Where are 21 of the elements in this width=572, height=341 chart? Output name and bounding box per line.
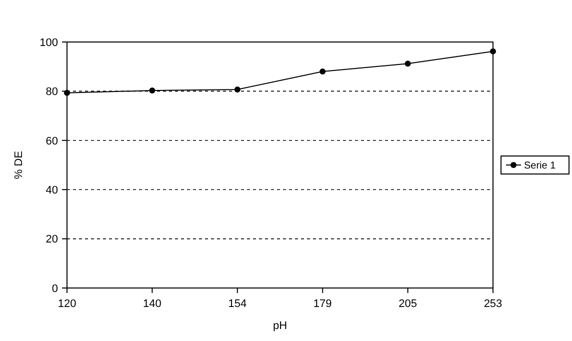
x-tick-label: 253 <box>484 298 502 310</box>
point <box>234 86 240 92</box>
y-tick-label: 0 <box>52 282 58 295</box>
y-tick-label: 60 <box>46 135 58 148</box>
y-tick-label: 80 <box>46 86 58 98</box>
point <box>404 60 411 67</box>
point <box>149 87 156 94</box>
point <box>64 90 70 96</box>
x-tick-label: 120 <box>58 298 76 310</box>
x-tick-label: 205 <box>398 298 417 310</box>
y-tick-label: 100 <box>40 36 58 49</box>
point <box>320 68 326 75</box>
point <box>490 48 496 54</box>
legend-label: Serie 1 <box>524 160 556 172</box>
x-tick-label: 154 <box>228 298 247 310</box>
x-tick-label: 140 <box>143 298 162 310</box>
y-tick-label: 20 <box>46 234 58 246</box>
x-axis-title: pH <box>272 320 288 332</box>
y-tick-label: 40 <box>46 184 58 196</box>
x-tick-label: 179 <box>313 298 332 310</box>
y-axis-title: % DE <box>13 150 25 180</box>
